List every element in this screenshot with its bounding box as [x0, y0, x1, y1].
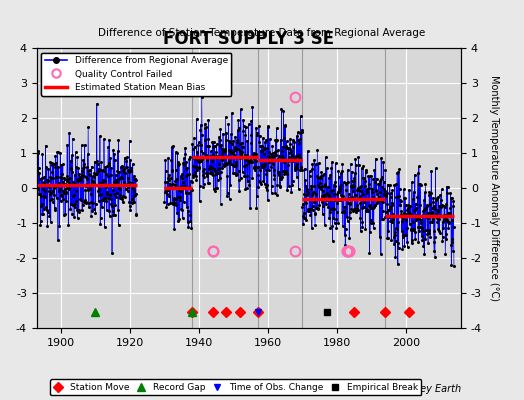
Line: Difference from Regional Average: Difference from Regional Average [37, 104, 136, 252]
Difference from Regional Average [101, 169, 107, 174]
Difference from Regional Average [81, 162, 87, 167]
Difference from Regional Average [87, 172, 93, 177]
Difference from Regional Average [94, 101, 100, 106]
Difference from Regional Average [65, 184, 71, 188]
Y-axis label: Monthly Temperature Anomaly Difference (°C): Monthly Temperature Anomaly Difference (… [489, 75, 499, 301]
Title: FORT SUPPLY 3 SE: FORT SUPPLY 3 SE [163, 30, 334, 48]
Difference from Regional Average [34, 172, 40, 176]
Text: Berkeley Earth: Berkeley Earth [389, 384, 461, 394]
Difference from Regional Average [109, 250, 115, 255]
Legend: Difference from Regional Average, Quality Control Failed, Estimated Station Mean: Difference from Regional Average, Qualit… [41, 52, 232, 96]
Difference from Regional Average [133, 212, 139, 216]
Legend: Station Move, Record Gap, Time of Obs. Change, Empirical Break: Station Move, Record Gap, Time of Obs. C… [50, 379, 421, 396]
Text: Difference of Station Temperature Data from Regional Average: Difference of Station Temperature Data f… [99, 28, 425, 38]
Difference from Regional Average [61, 190, 67, 195]
Difference from Regional Average [70, 136, 76, 141]
